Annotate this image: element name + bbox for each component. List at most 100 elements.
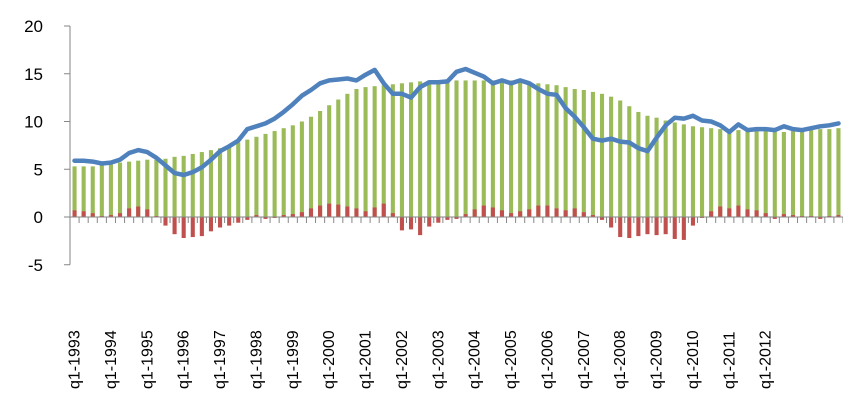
red-bar bbox=[472, 209, 477, 217]
red-bar bbox=[618, 217, 623, 238]
red-bar bbox=[117, 213, 123, 217]
red-bar bbox=[263, 217, 268, 219]
y-tick-label: 5 bbox=[34, 160, 43, 179]
red-bar bbox=[718, 206, 723, 217]
red-bar bbox=[245, 217, 250, 220]
green-bar bbox=[199, 152, 204, 217]
green-bar bbox=[654, 117, 659, 217]
x-tick-label: q1-2000 bbox=[321, 330, 338, 389]
green-bar bbox=[181, 155, 186, 217]
red-bar bbox=[772, 217, 777, 219]
green-bar bbox=[627, 106, 632, 217]
red-bar bbox=[163, 217, 168, 226]
blue-line bbox=[72, 66, 841, 178]
x-tick-label: q1-2003 bbox=[430, 330, 447, 389]
red-bar bbox=[90, 213, 95, 217]
red-bar bbox=[745, 209, 750, 217]
green-bar bbox=[318, 110, 323, 217]
red-bar bbox=[436, 217, 441, 223]
green-bar bbox=[163, 158, 168, 217]
red-bar bbox=[81, 211, 86, 217]
red-bar bbox=[499, 210, 505, 217]
green-bar bbox=[681, 124, 686, 217]
red-bar bbox=[318, 205, 323, 217]
red-bar bbox=[727, 208, 732, 217]
x-tick-label: q1-2008 bbox=[612, 330, 629, 389]
y-tick-label: -5 bbox=[28, 256, 43, 275]
red-bar bbox=[299, 212, 304, 217]
green-bar bbox=[218, 148, 223, 217]
red-bar bbox=[218, 217, 223, 228]
x-tick-label: q1-2005 bbox=[503, 330, 520, 389]
green-bar bbox=[581, 89, 586, 217]
red-bar bbox=[181, 217, 186, 239]
green-bar bbox=[299, 121, 304, 217]
y-tick-label: 10 bbox=[24, 113, 43, 132]
red-bar bbox=[527, 209, 532, 217]
red-bar bbox=[336, 204, 341, 217]
red-bar bbox=[136, 206, 141, 217]
green-bar bbox=[363, 87, 368, 218]
green-bar bbox=[263, 133, 268, 217]
green-bar bbox=[709, 128, 714, 217]
green-bar bbox=[781, 132, 786, 217]
red-bar bbox=[145, 209, 150, 217]
x-tick-labels: q1-1993 q1-1994 q1-1995 q1-1996 q1-1997 q1-19… bbox=[67, 330, 775, 389]
x-tick-label: q1-2006 bbox=[539, 330, 556, 389]
green-bar bbox=[763, 131, 768, 217]
green-bar bbox=[645, 115, 650, 217]
green-bar bbox=[117, 162, 123, 217]
red-bar bbox=[836, 215, 841, 217]
x-tick-label: q1-1997 bbox=[212, 330, 229, 389]
green-bar bbox=[336, 99, 341, 217]
red-bar bbox=[463, 214, 468, 217]
x-axis bbox=[69, 216, 843, 223]
green-bar bbox=[536, 83, 541, 217]
green-bar bbox=[572, 89, 577, 217]
red-bar bbox=[381, 203, 386, 217]
red-bar bbox=[763, 213, 768, 217]
green-bar bbox=[327, 105, 332, 217]
green-bar bbox=[254, 136, 259, 217]
green-bar bbox=[599, 93, 605, 217]
red-bar bbox=[481, 205, 486, 217]
green-bar bbox=[427, 80, 432, 217]
red-bar bbox=[509, 213, 514, 217]
green-bar bbox=[454, 80, 459, 217]
red-bar bbox=[545, 205, 550, 217]
red-bar bbox=[108, 215, 113, 217]
green-bar bbox=[81, 166, 86, 217]
red-bar bbox=[672, 217, 677, 239]
red-bar bbox=[372, 207, 377, 217]
red-bar bbox=[563, 210, 568, 217]
green-bar bbox=[281, 128, 286, 217]
green-bar bbox=[236, 142, 241, 217]
red-bar bbox=[427, 217, 432, 227]
x-tick-label: q1-1999 bbox=[285, 330, 302, 389]
red-bar bbox=[599, 217, 605, 220]
green-bar bbox=[718, 129, 723, 217]
x-tick-label: q1-1995 bbox=[139, 330, 156, 389]
red-bar bbox=[645, 217, 650, 235]
green-bar bbox=[472, 80, 477, 217]
red-bar bbox=[627, 217, 632, 239]
green-bar bbox=[690, 126, 695, 217]
red-bar bbox=[290, 214, 295, 217]
green-bar bbox=[172, 156, 177, 217]
y-tick-label: 0 bbox=[34, 208, 43, 227]
y-axis: -5 0 5 10 15 20 bbox=[24, 17, 71, 275]
red-bar bbox=[790, 215, 796, 217]
red-bar bbox=[536, 205, 541, 217]
y-tick-label: 15 bbox=[24, 65, 43, 84]
x-tick-label: q1-2004 bbox=[467, 330, 484, 389]
green-bar bbox=[818, 129, 823, 217]
green-bar bbox=[499, 80, 505, 217]
green-bar bbox=[145, 159, 150, 217]
red-bar bbox=[709, 211, 714, 217]
green-bar bbox=[545, 84, 550, 217]
green-bar bbox=[609, 96, 614, 217]
x-tick-label: q1-1994 bbox=[103, 330, 120, 389]
red-bar bbox=[818, 217, 823, 219]
green-bar bbox=[672, 122, 677, 217]
green-bar bbox=[618, 100, 623, 217]
